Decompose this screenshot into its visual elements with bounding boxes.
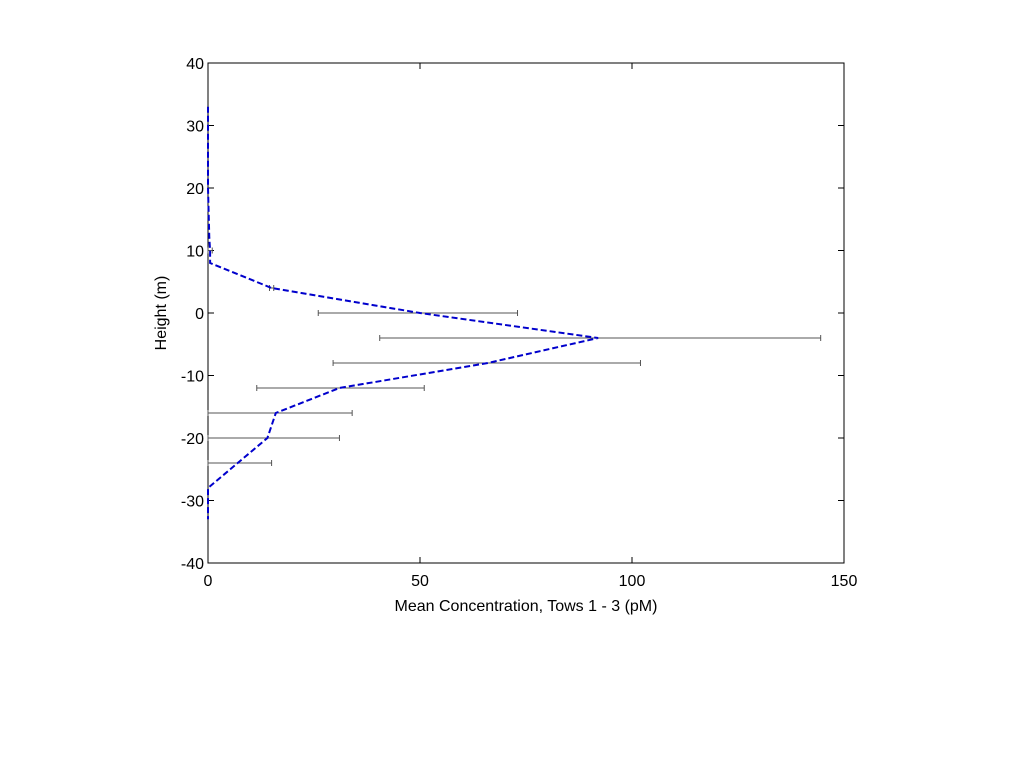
series-line bbox=[207, 106, 599, 520]
x-axis: 0 50 100 150 bbox=[204, 63, 858, 590]
y-tick-label: -40 bbox=[181, 556, 204, 573]
y-tick-label: 0 bbox=[195, 306, 204, 323]
x-axis-label: Mean Concentration, Tows 1 - 3 (pM) bbox=[395, 598, 658, 615]
y-tick-label: -30 bbox=[181, 494, 204, 511]
y-tick-label: 10 bbox=[186, 244, 204, 261]
y-tick-label: 40 bbox=[186, 56, 204, 73]
y-tick-label: -10 bbox=[181, 369, 204, 386]
y-tick-label: -20 bbox=[181, 431, 204, 448]
x-tick-label: 50 bbox=[411, 573, 429, 590]
y-axis: -40 -30 -20 -10 0 10 20 30 40 bbox=[181, 56, 844, 573]
y-tick-label: 20 bbox=[186, 181, 204, 198]
y-tick-label: 30 bbox=[186, 119, 204, 136]
plot-area bbox=[207, 62, 845, 564]
x-tick-label: 0 bbox=[204, 573, 213, 590]
y-axis-label: Height (m) bbox=[153, 276, 170, 351]
x-tick-label: 100 bbox=[619, 573, 646, 590]
x-tick-label: 150 bbox=[831, 573, 858, 590]
